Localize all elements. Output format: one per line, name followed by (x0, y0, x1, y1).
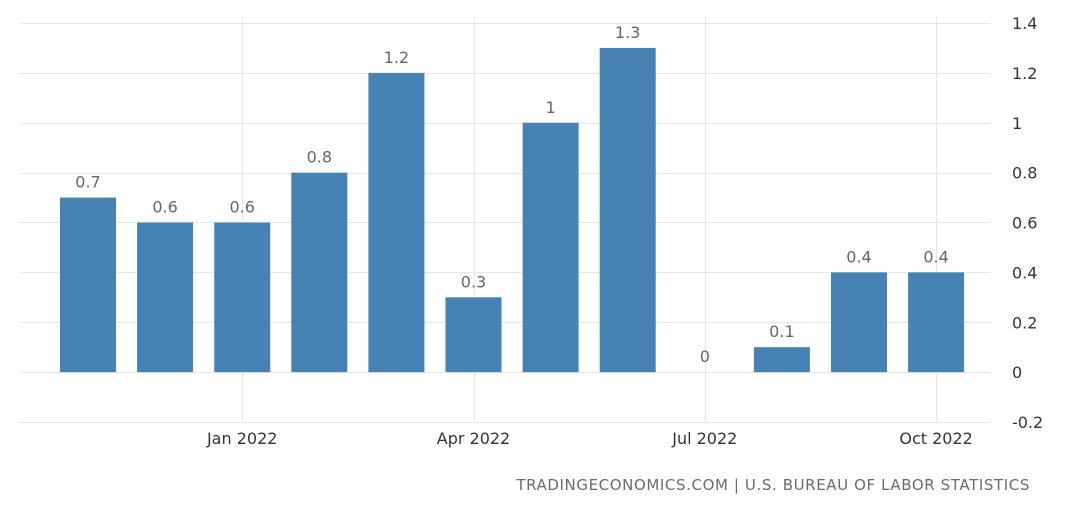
data-label: 0.3 (461, 272, 486, 291)
bar (137, 222, 194, 373)
data-label: 0.7 (75, 173, 100, 192)
data-label: 0.8 (307, 148, 332, 167)
data-label: 1.2 (384, 48, 409, 67)
source-attribution: TRADINGECONOMICS.COM | U.S. BUREAU OF LA… (516, 476, 1030, 494)
y-tick-label: 1.4 (1012, 14, 1037, 33)
y-tick-label: 0.2 (1012, 313, 1037, 332)
y-tick-label: 0.4 (1012, 263, 1037, 282)
bar (368, 72, 425, 373)
x-tick-label: Apr 2022 (437, 429, 510, 448)
x-tick-label: Jul 2022 (671, 429, 737, 448)
bar (522, 122, 579, 373)
bar (445, 297, 502, 373)
x-tick-label: Jan 2022 (206, 429, 277, 448)
data-label: 0.6 (152, 198, 177, 217)
data-label: 1.3 (615, 23, 640, 42)
bar (60, 197, 116, 373)
bar (753, 347, 810, 373)
bars (60, 47, 965, 373)
bar (291, 172, 348, 373)
data-label: 0.4 (923, 247, 948, 266)
y-tick-label: -0.2 (1012, 413, 1043, 432)
y-tick-label: 0.8 (1012, 164, 1037, 183)
y-tick-label: 0.6 (1012, 214, 1037, 233)
y-axis-ticks: -0.2 0 0.2 0.4 0.6 0.8 1 1.2 1.4 (1012, 14, 1043, 432)
bar-chart: 0.70.6 0.60.81.20.311.300.10.4 0.4 -0.200.… (20, 14, 1043, 448)
data-label: 0 (700, 347, 710, 366)
y-tick-label: 0 (1012, 363, 1022, 382)
data-label: 1 (546, 98, 556, 117)
bar (908, 272, 965, 373)
bar (214, 222, 271, 373)
x-tick-label: Oct 2022 (899, 429, 972, 448)
x-axis-ticks: Jan 2022 Apr 2022 Jul 2022 Oct 2022 (206, 429, 973, 448)
data-labels: 0.7 0.6 0.6 0.8 1.2 0.3 1 1.3 0 0.1 0.4 0.4 (75, 23, 949, 366)
bar (599, 47, 656, 373)
data-label: 0.6 (229, 198, 254, 217)
y-tick-label: 1.2 (1012, 64, 1037, 83)
bar (831, 272, 887, 373)
data-label: 0.1 (769, 322, 794, 341)
data-label: 0.4 (846, 247, 871, 266)
y-tick-label: 1 (1012, 114, 1022, 133)
